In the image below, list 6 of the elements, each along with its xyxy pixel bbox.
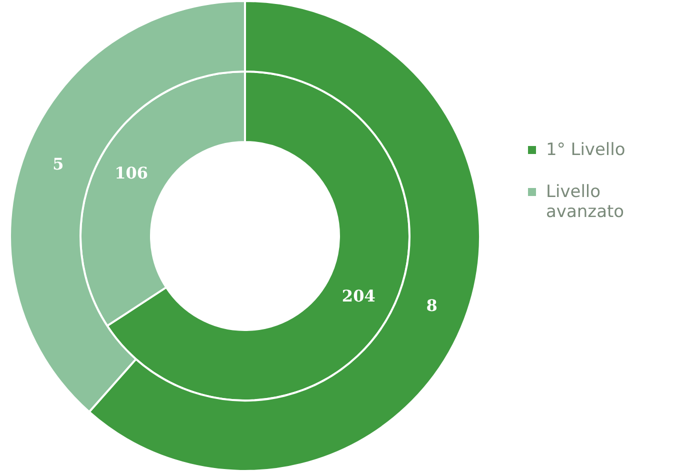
data-label: 106 — [114, 164, 148, 183]
legend-label: Livello avanzato — [546, 182, 626, 222]
data-label: 8 — [426, 296, 438, 315]
data-label: 204 — [342, 286, 376, 306]
data-label: 5 — [52, 154, 64, 174]
legend-label: 1° Livello — [546, 140, 626, 160]
